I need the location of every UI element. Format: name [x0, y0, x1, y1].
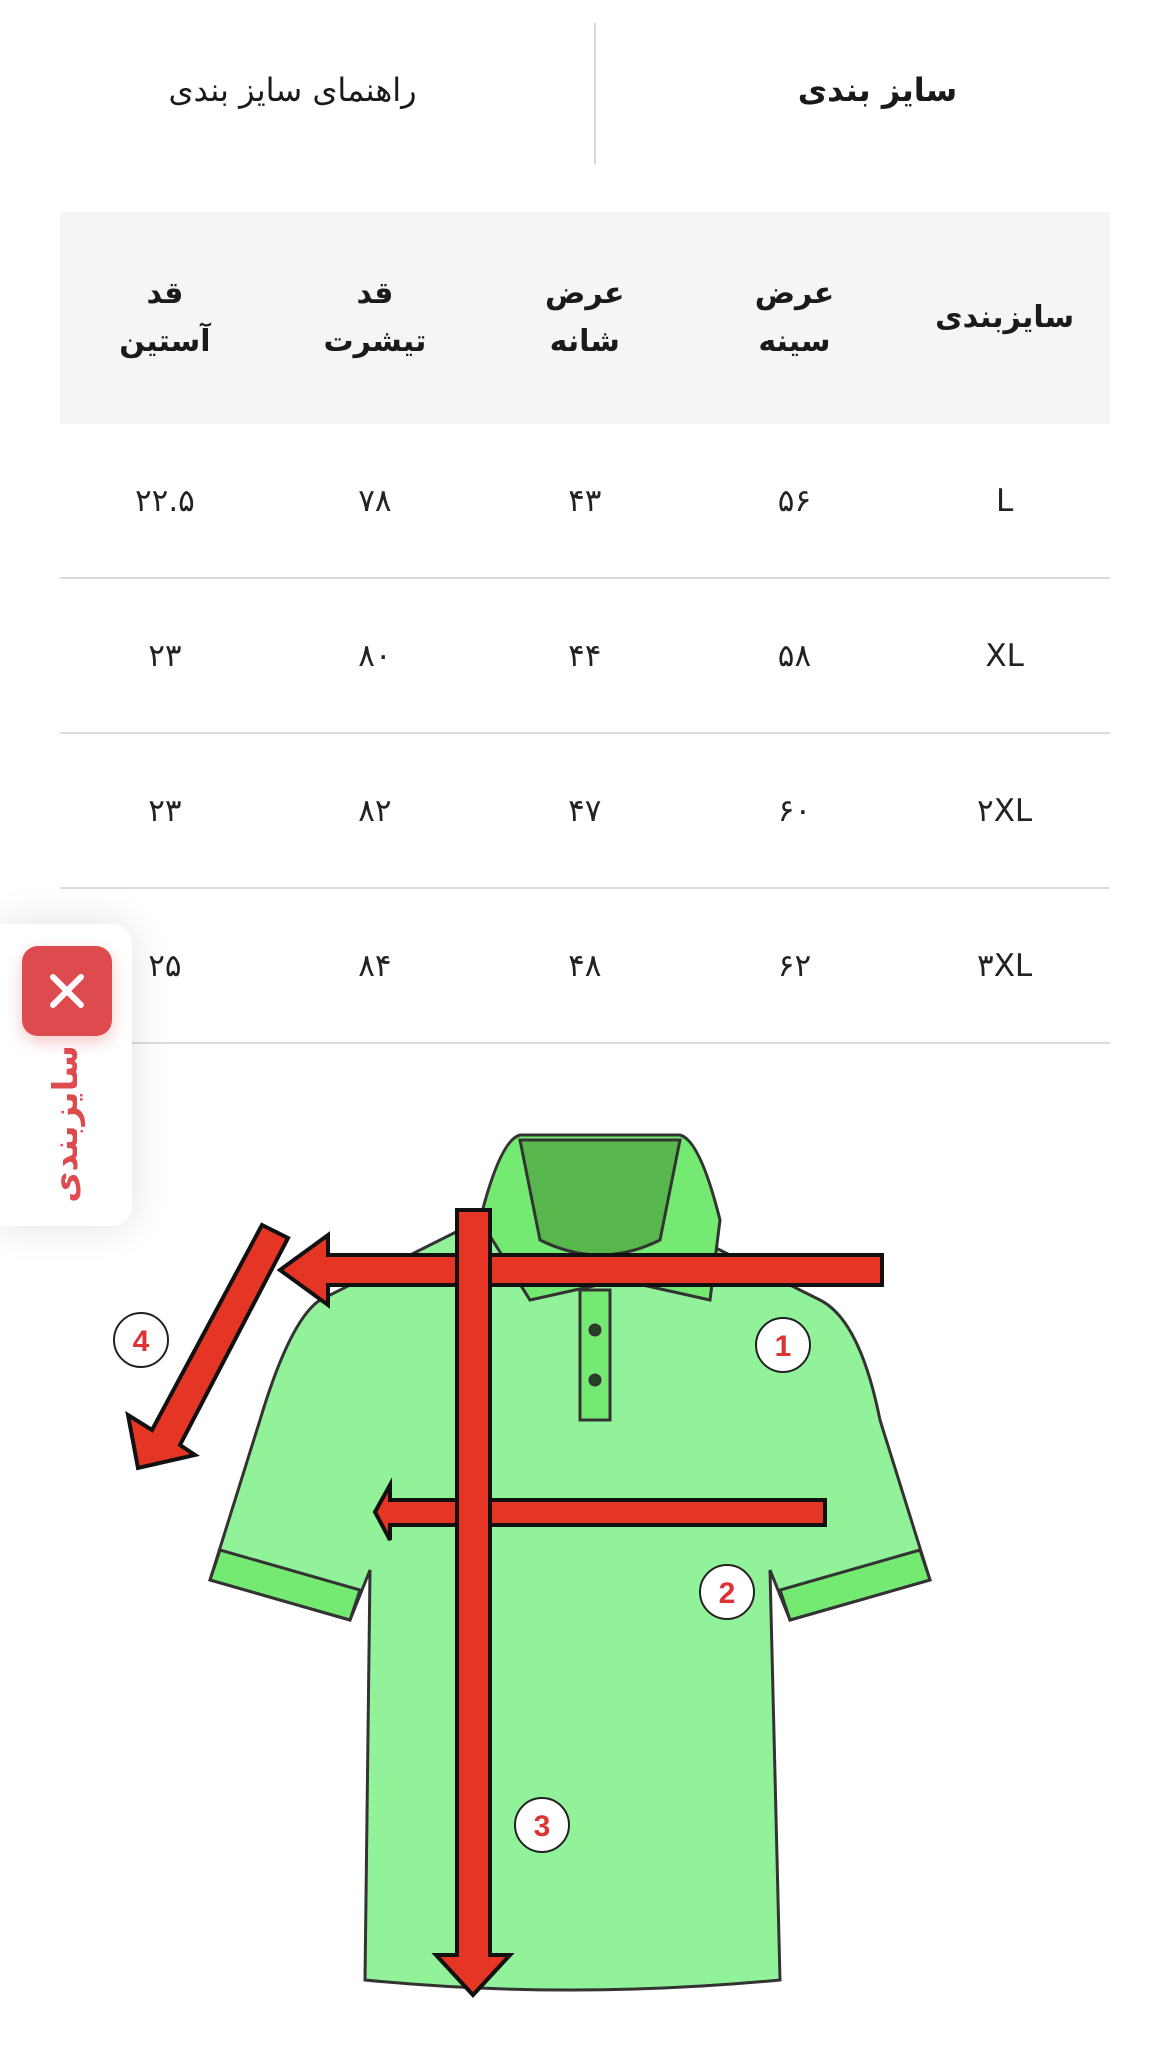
- table-cell: ۵۸: [689, 578, 900, 734]
- table-row: XL ۵۸ ۴۴ ۸۰ ۲۳: [60, 578, 1110, 734]
- table-row: ۳XL ۶۲ ۴۸ ۸۴ ۲۵: [60, 888, 1110, 1044]
- marker-2: 2: [719, 1577, 736, 1610]
- measurement-arrows: [125, 1208, 884, 1998]
- shirt-illustration: [208, 1133, 932, 1992]
- column-header: عرض سینه: [689, 212, 900, 424]
- arrow-3-length: [431, 1208, 515, 1998]
- column-header: عرض شانه: [479, 212, 690, 424]
- column-header-text: شانه: [549, 324, 620, 359]
- table-cell: ۲۲.۵: [60, 424, 270, 579]
- table-cell: ۸۲: [269, 733, 480, 889]
- table-cell: ۸۴: [269, 888, 480, 1044]
- marker-4: 4: [133, 1325, 150, 1358]
- marker-3: 3: [534, 1810, 551, 1843]
- table-cell: ۶۲: [689, 888, 900, 1044]
- tab-divider: [594, 23, 596, 164]
- table-cell: ۴۴: [479, 578, 690, 734]
- column-header-text: عرض: [545, 276, 625, 311]
- table-cell: ۵۶: [689, 424, 900, 579]
- column-header-text: تیشرت: [323, 324, 427, 359]
- table-cell: ۲۳: [60, 733, 270, 889]
- column-header-text: سینه: [758, 324, 831, 359]
- column-header: قد آستین: [60, 212, 270, 424]
- tab-size-guide[interactable]: راهنمای سایز بندی: [168, 71, 417, 109]
- marker-1: 1: [775, 1330, 792, 1363]
- table-cell: ۴۳: [479, 424, 690, 579]
- table-cell: ۷۸: [269, 424, 480, 579]
- tab-size-chart[interactable]: سایز بندی: [797, 71, 958, 109]
- table-cell: ۲XL: [899, 733, 1110, 889]
- size-table: سایزبندی عرض سینه عرض شانه قد تیشرت قد آستین L ۵۶…: [60, 212, 1110, 1044]
- table-cell: ۴۸: [479, 888, 690, 1044]
- close-button[interactable]: [22, 946, 112, 1036]
- column-header: قد تیشرت: [269, 212, 480, 424]
- table-row: L ۵۶ ۴۳ ۷۸ ۲۲.۵: [60, 424, 1110, 579]
- close-icon: [50, 974, 84, 1008]
- column-header-text: سایزبندی: [935, 300, 1075, 335]
- floating-panel-label[interactable]: سایزبندی: [46, 1045, 86, 1203]
- table-cell: L: [899, 424, 1110, 579]
- table-cell: ۸۰: [269, 578, 480, 734]
- table-row: ۲XL ۶۰ ۴۷ ۸۲ ۲۳: [60, 733, 1110, 889]
- table-cell: ۲۳: [60, 578, 270, 734]
- size-floating-panel: سایزبندی: [0, 924, 132, 1226]
- measurement-markers: 1 2 3 4: [113, 1312, 811, 1853]
- column-header-text: قد: [146, 276, 184, 311]
- arrow-1-chest: [276, 1231, 884, 1309]
- tab-bar: سایز بندی راهنمای سایز بندی: [0, 0, 1170, 180]
- table-header-row: سایزبندی عرض سینه عرض شانه قد تیشرت قد آستین: [60, 212, 1110, 424]
- column-header-text: آستین: [119, 324, 211, 359]
- arrow-4-sleeve: [125, 1222, 291, 1471]
- column-header: سایزبندی: [899, 212, 1110, 424]
- table-cell: ۴۷: [479, 733, 690, 889]
- table-cell: XL: [899, 578, 1110, 734]
- column-header-text: قد: [356, 276, 394, 311]
- table-cell: ۶۰: [689, 733, 900, 889]
- column-header-text: عرض: [754, 276, 835, 311]
- arrow-2-waist: [372, 1477, 827, 1541]
- shirt-measurement-diagram: 1 2 3 4: [113, 1133, 932, 1998]
- table-cell: ۳XL: [899, 888, 1110, 1044]
